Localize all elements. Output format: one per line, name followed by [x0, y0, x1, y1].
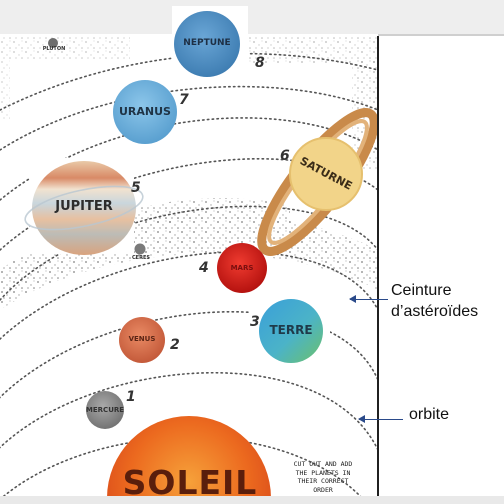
venus-label: VENUS	[128, 335, 156, 343]
venus-planet	[119, 317, 165, 363]
earth-label: TERRE	[269, 323, 313, 337]
asteroid-belt-line-1: Ceinture	[391, 282, 452, 299]
jupiter-planet	[32, 161, 136, 255]
asteroid-belt-annotation: Ceinture d’astéroïdes	[391, 280, 501, 322]
ceres-label: CERES	[132, 255, 150, 261]
saturn-planet	[257, 108, 378, 256]
neptune-planet	[174, 11, 240, 77]
order-number-2: 2	[170, 337, 180, 353]
instruction-line-4: ORDER	[313, 485, 333, 494]
poster-graphics	[0, 11, 378, 504]
bottom-bar	[0, 496, 504, 504]
order-number-5: 5	[131, 180, 141, 196]
ceres-planet	[134, 243, 146, 255]
pluto-planet	[48, 38, 58, 48]
asteroid-belt-line-2: d’astéroïdes	[391, 303, 479, 320]
jupiter-ring	[24, 185, 144, 231]
orbit-venus	[0, 371, 378, 451]
instruction-line-1: CUT OUT AND ADD	[293, 460, 353, 468]
orbit-annotation: orbite	[409, 406, 450, 423]
order-number-4: 4	[199, 260, 209, 276]
order-number-3: 3	[250, 314, 260, 330]
mars-planet	[217, 243, 267, 293]
instruction-line-2: THE PLANETS IN	[295, 468, 351, 477]
orbit-earth	[0, 310, 378, 399]
earth-planet	[259, 299, 323, 363]
uranus-label: URANUS	[119, 105, 171, 118]
jupiter-label: JUPITER	[55, 199, 113, 214]
uranus-planet	[113, 80, 177, 144]
sun-label: SOLEIL	[122, 463, 258, 502]
solar-system-poster	[0, 11, 378, 504]
order-number-1: 1	[126, 389, 136, 405]
mercury-label: MERCURE	[85, 406, 125, 414]
top-bar-divider	[378, 34, 504, 36]
orbit-uranus	[0, 85, 378, 151]
mars-label: MARS	[230, 264, 254, 272]
window-top-bar	[0, 0, 504, 34]
order-number-6: 6	[280, 148, 290, 164]
neptune-label: NEPTUNE	[183, 38, 231, 48]
poster-edge	[377, 36, 379, 504]
order-number-8: 8	[255, 55, 265, 71]
mercury-planet	[86, 391, 124, 429]
sun	[107, 416, 271, 504]
orbit-jupiter	[0, 158, 378, 251]
instruction-text: CUT OUT AND ADD THE PLANETS IN THEIR COR…	[280, 460, 366, 494]
orbit-arrow	[358, 415, 403, 423]
asteroid-belt-arrow	[349, 295, 388, 303]
order-number-7: 7	[179, 92, 189, 108]
pluto-label: PLUTON	[42, 46, 66, 52]
instruction-line-3: THEIR CORRECT	[297, 477, 349, 485]
